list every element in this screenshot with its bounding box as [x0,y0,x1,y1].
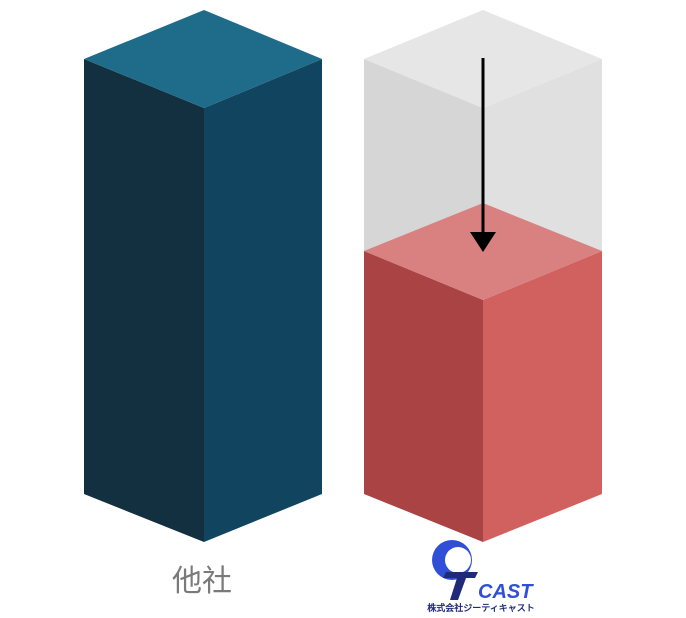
gtcast-block [364,203,602,542]
gtcast-block-left-face [364,251,483,542]
competitor-block-left-face [84,59,204,542]
logo-company-name: 株式会社ジーティキャスト [427,602,534,614]
competitor-block-right-face [204,59,322,542]
gtcast-block-right-face [483,251,602,542]
reduction-arrow [470,58,496,252]
competitor-block [84,10,322,542]
logo-t-icon [443,572,478,600]
logo-wordmark: CAST [478,581,534,603]
gtcast-logo: CAST 株式会社ジーティキャスト [427,540,535,614]
logo-circle-inner [445,547,471,573]
competitor-block-top-face [84,10,322,108]
competitor-label: 他社 [172,564,232,599]
arrow-head-icon [470,232,496,252]
